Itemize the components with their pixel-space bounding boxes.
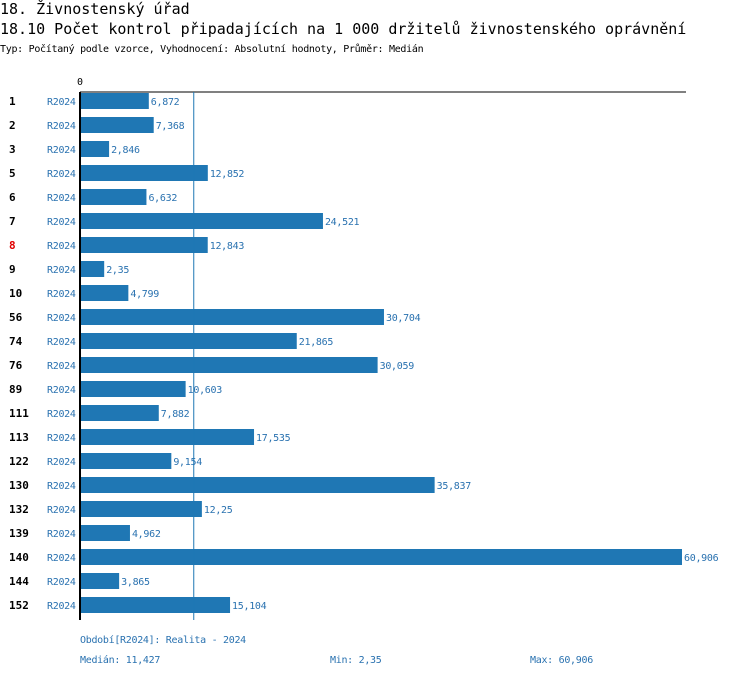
category-label: 111 <box>9 407 29 420</box>
category-label: 3 <box>9 143 16 156</box>
bar <box>81 189 147 205</box>
category-label: 7 <box>9 215 16 228</box>
bar <box>81 261 105 277</box>
series-label: R2024 <box>47 361 76 372</box>
series-label: R2024 <box>47 337 76 348</box>
series-label: R2024 <box>47 433 76 444</box>
category-label: 5 <box>9 167 16 180</box>
series-label: R2024 <box>47 289 76 300</box>
series-label: R2024 <box>47 457 76 468</box>
value-label: 2,846 <box>111 145 140 156</box>
series-label: R2024 <box>47 601 76 612</box>
value-label: 12,25 <box>204 505 233 516</box>
bar <box>81 117 154 133</box>
period-legend: Období[R2024]: Realita - 2024 <box>80 635 246 646</box>
category-label: 144 <box>9 575 29 588</box>
value-label: 21,865 <box>299 337 334 348</box>
value-label: 30,059 <box>380 361 415 372</box>
category-label: 139 <box>9 527 29 540</box>
value-label: 35,837 <box>437 481 472 492</box>
series-label: R2024 <box>47 169 76 180</box>
bar <box>81 477 435 493</box>
bar <box>81 429 255 445</box>
series-label: R2024 <box>47 553 76 564</box>
chart-type-line: Typ: Počítaný podle vzorce, Vyhodnocení:… <box>0 44 424 55</box>
bar <box>81 501 202 517</box>
category-label: 122 <box>9 455 29 468</box>
min-stat: Min: 2,35 <box>330 655 382 666</box>
bar <box>81 597 231 613</box>
series-label: R2024 <box>47 481 76 492</box>
category-label: 6 <box>9 191 16 204</box>
series-label: R2024 <box>47 265 76 276</box>
category-label: 132 <box>9 503 29 516</box>
value-label: 4,962 <box>132 529 161 540</box>
value-label: 9,154 <box>173 457 202 468</box>
series-label: R2024 <box>47 217 76 228</box>
bar <box>81 285 129 301</box>
value-label: 12,843 <box>210 241 245 252</box>
value-label: 15,104 <box>232 601 267 612</box>
bar <box>81 165 208 181</box>
bar <box>81 333 297 349</box>
category-label: 152 <box>9 599 29 612</box>
value-label: 7,882 <box>161 409 190 420</box>
value-label: 7,368 <box>156 121 185 132</box>
bar <box>81 309 384 325</box>
value-label: 30,704 <box>386 313 421 324</box>
category-label: 56 <box>9 311 23 324</box>
value-label: 60,906 <box>684 553 719 564</box>
value-label: 2,35 <box>106 265 129 276</box>
bar <box>81 453 172 469</box>
section-title: 18. Živnostenský úřad <box>0 0 190 18</box>
value-label: 4,799 <box>130 289 159 300</box>
value-label: 3,865 <box>121 577 150 588</box>
value-label: 6,872 <box>151 97 180 108</box>
bar <box>81 381 186 397</box>
series-label: R2024 <box>47 97 76 108</box>
category-label: 10 <box>9 287 22 300</box>
series-label: R2024 <box>47 529 76 540</box>
series-label: R2024 <box>47 505 76 516</box>
bar <box>81 573 120 589</box>
series-label: R2024 <box>47 385 76 396</box>
category-label: 89 <box>9 383 22 396</box>
value-label: 17,535 <box>256 433 291 444</box>
category-label: 9 <box>9 263 16 276</box>
bar <box>81 357 378 373</box>
series-label: R2024 <box>47 409 76 420</box>
category-label: 8 <box>9 239 16 252</box>
axis-zero-label: 0 <box>77 77 83 88</box>
series-label: R2024 <box>47 313 76 324</box>
category-label: 74 <box>9 335 23 348</box>
bar <box>81 405 159 421</box>
value-label: 12,852 <box>210 169 245 180</box>
category-label: 113 <box>9 431 29 444</box>
bar <box>81 141 110 157</box>
value-label: 24,521 <box>325 217 360 228</box>
category-label: 140 <box>9 551 29 564</box>
series-label: R2024 <box>47 121 76 132</box>
series-label: R2024 <box>47 241 76 252</box>
max-stat: Max: 60,906 <box>530 655 593 666</box>
bar <box>81 525 130 541</box>
median-stat: Medián: 11,427 <box>80 655 161 666</box>
series-label: R2024 <box>47 193 76 204</box>
series-label: R2024 <box>47 145 76 156</box>
value-label: 10,603 <box>188 385 223 396</box>
bar <box>81 213 323 229</box>
chart-title: 18.10 Počet kontrol připadajících na 1 0… <box>0 20 687 38</box>
category-label: 1 <box>9 95 16 108</box>
category-label: 76 <box>9 359 23 372</box>
bar <box>81 549 682 565</box>
bar <box>81 93 149 109</box>
value-label: 6,632 <box>148 193 177 204</box>
series-label: R2024 <box>47 577 76 588</box>
bar <box>81 237 208 253</box>
category-label: 130 <box>9 479 29 492</box>
category-label: 2 <box>9 119 16 132</box>
